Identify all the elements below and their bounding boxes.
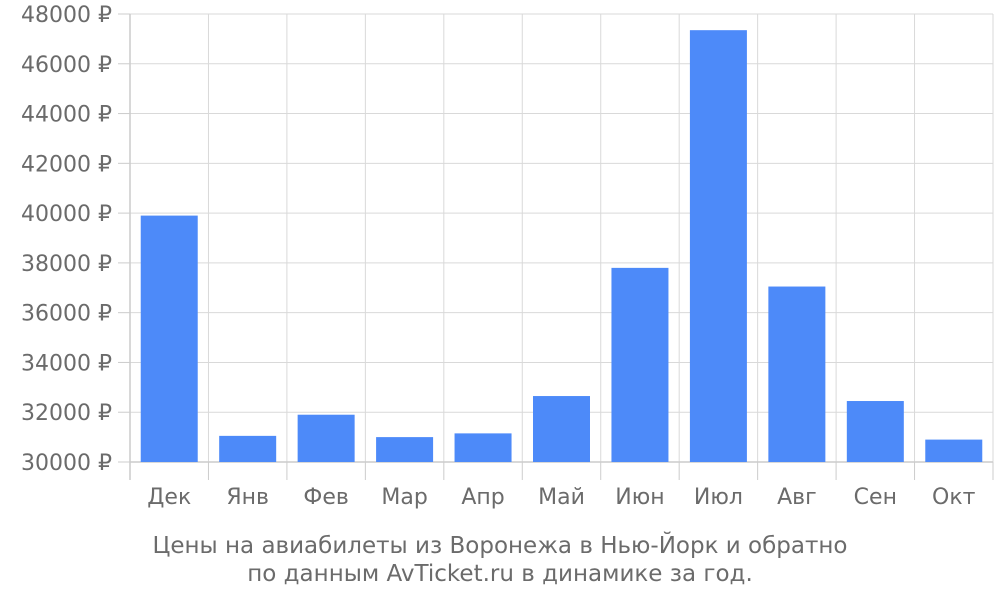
y-tick-label: 34000 ₽ [21,351,112,376]
x-tick-label: Дек [147,485,191,510]
bar-0 [140,215,198,462]
x-tick-label: Авг [777,485,817,510]
bar-10 [925,439,983,462]
bar-chart: 30000 ₽ 32000 ₽ 34000 ₽ 36000 ₽ 38000 ₽ 40000… [21,3,994,510]
chart-caption-line-1: Цены на авиабилеты из Воронежа в Нью-Йор… [152,533,848,559]
y-tick-label: 30000 ₽ [21,451,112,476]
x-tick-label: Июл [694,485,743,510]
bar-9 [846,401,904,462]
y-tick-label: 48000 ₽ [21,3,112,28]
bar-7 [689,30,747,463]
x-tick-label: Янв [226,485,269,510]
y-tick-label: 38000 ₽ [21,252,112,277]
x-tick-label: Окт [932,485,976,510]
x-tick-label: Июн [615,485,664,510]
y-tick-label: 42000 ₽ [21,152,112,177]
bar-1 [219,435,277,462]
bar-5 [533,396,590,462]
chart-caption-line-2: по данным AvTicket.ru в динамике за год. [247,561,753,587]
x-tick-label: Фев [303,485,348,510]
y-tick-label: 46000 ₽ [21,53,112,78]
x-tick-label: Мар [381,485,427,510]
y-tick-label: 36000 ₽ [21,302,112,327]
bar-4 [454,433,512,462]
bar-8 [768,286,826,462]
y-tick-label: 40000 ₽ [21,202,112,227]
y-tick-label: 32000 ₽ [21,401,112,426]
y-tick-label: 44000 ₽ [21,103,112,128]
bar-2 [297,414,355,462]
bar-6 [611,267,669,462]
x-tick-label: Май [538,485,585,510]
x-tick-label: Сен [854,485,897,510]
bar-3 [376,437,434,462]
x-tick-label: Апр [461,485,504,510]
